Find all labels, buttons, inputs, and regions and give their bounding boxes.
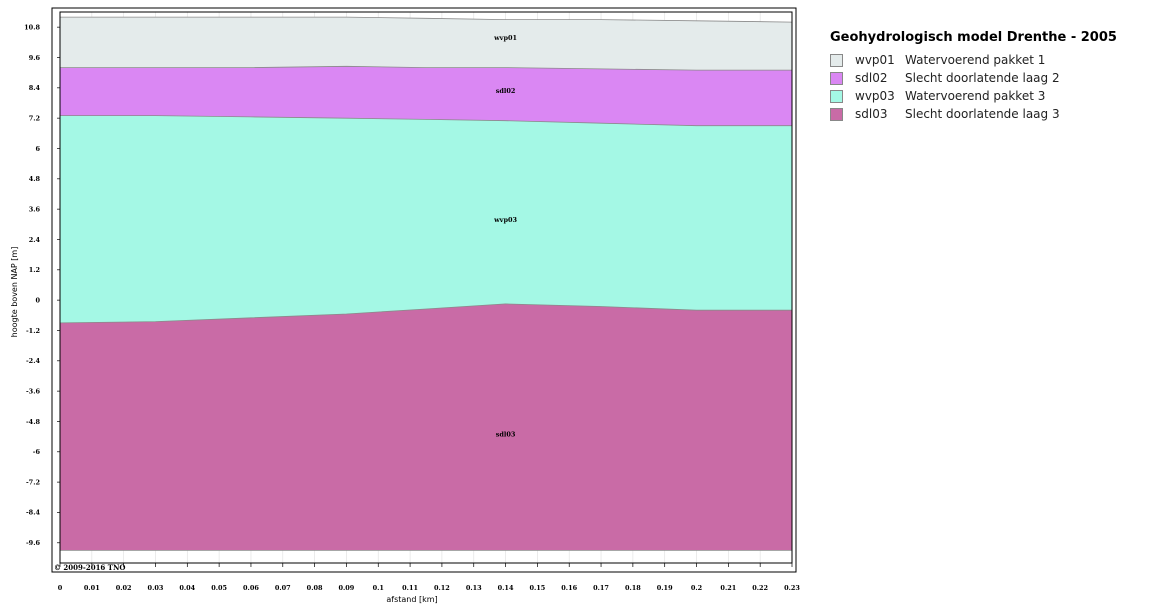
layer-label-wvp03: wvp03 [493, 216, 517, 224]
layer-label-sdl02: sdl02 [496, 87, 516, 95]
y-tick-label: -7.2 [26, 478, 40, 486]
y-tick-label: 10.8 [24, 23, 40, 31]
layer-areas [60, 17, 792, 551]
x-tick-label: 0.17 [593, 584, 609, 592]
y-tick-label: 8.4 [29, 84, 41, 92]
legend: Geohydrologisch model Drenthe - 2005 wvp… [830, 30, 1117, 123]
x-axis-ticks: 0 0.01 0.02 0.03 0.04 0.05 0.06 0.07 0.08 0.09 0.1… [58, 563, 800, 592]
y-tick-label: 0 [35, 296, 40, 304]
y-tick-label: -6 [33, 448, 41, 456]
x-tick-label: 0.03 [148, 584, 164, 592]
x-tick-label: 0.18 [625, 584, 641, 592]
legend-swatch [830, 53, 843, 67]
x-axis-title: afstand [km] [386, 595, 437, 604]
y-tick-label: -1.2 [26, 327, 40, 335]
legend-code: wvp01 [855, 53, 895, 67]
boundary-line-sdl02_bot [60, 115, 792, 127]
layer-boundaries [59, 16, 793, 551]
boundary-line-wvp01_bot [60, 65, 792, 71]
y-tick-label: -8.4 [26, 509, 40, 517]
legend-code: sdl03 [855, 107, 888, 121]
copyright-text: © 2009-2016 TNO [54, 563, 125, 572]
legend-item-wvp03: wvp03 Watervoerend pakket 3 [830, 87, 1117, 105]
x-tick-label: 0.22 [752, 584, 768, 592]
layer-label-sdl03: sdl03 [496, 431, 516, 439]
x-tick-label: 0.06 [243, 584, 259, 592]
cross-section-chart: wvp01 sdl02 wvp03 sdl03 10.8 9.6 8.4 7.2 6 4.8 3.… [10, 7, 800, 604]
x-tick-label: 0.05 [211, 584, 227, 592]
x-tick-label: 0.08 [307, 584, 323, 592]
x-tick-label: 0.12 [434, 584, 450, 592]
y-axis-title: hoogte boven NAP [m] [10, 247, 19, 338]
y-tick-label: 6 [35, 145, 40, 153]
boundary-line-top [60, 16, 793, 23]
legend-item-sdl02: sdl02 Slecht doorlatende laag 2 [830, 69, 1117, 87]
y-tick-label: 3.6 [29, 205, 41, 213]
x-tick-label: 0.15 [529, 584, 545, 592]
x-tick-label: 0.13 [466, 584, 482, 592]
x-tick-label: 0.21 [720, 584, 736, 592]
legend-item-wvp01: wvp01 Watervoerend pakket 1 [830, 51, 1117, 69]
y-tick-label: -3.6 [26, 387, 40, 395]
boundary-line-wvp03_bot [59, 303, 792, 324]
y-tick-label: -4.8 [26, 418, 40, 426]
layer-label-wvp01: wvp01 [493, 34, 517, 42]
y-tick-label: 4.8 [29, 175, 41, 183]
legend-items: wvp01 Watervoerend pakket 1 sdl02 Slecht do… [830, 51, 1117, 123]
x-tick-label: 0.19 [657, 584, 673, 592]
x-tick-label: 0.23 [784, 584, 800, 592]
legend-swatch [830, 71, 843, 85]
layer-labels: wvp01 sdl02 wvp03 sdl03 [493, 34, 517, 439]
y-tick-label: -9.6 [26, 539, 40, 547]
plot-area-border [59, 11, 793, 564]
x-tick-label: 0.01 [84, 584, 100, 592]
legend-swatch [830, 89, 843, 103]
legend-item-sdl03: sdl03 Slecht doorlatende laag 3 [830, 105, 1117, 123]
layer-area-wvp01 [60, 17, 792, 71]
y-tick-label: -2.4 [26, 357, 40, 365]
layer-area-sdl02 [60, 66, 792, 126]
legend-label: Slecht doorlatende laag 3 [905, 107, 1060, 121]
x-tick-label: 0.04 [179, 584, 195, 592]
legend-label: Slecht doorlatende laag 2 [905, 71, 1060, 85]
x-tick-label: 0.16 [561, 584, 577, 592]
x-tick-label: 0.1 [373, 584, 384, 592]
x-tick-label: 0.11 [402, 584, 418, 592]
x-tick-label: 0.14 [498, 584, 514, 592]
legend-code: wvp03 [855, 89, 895, 103]
x-tick-label: 0.02 [116, 584, 132, 592]
legend-code: sdl02 [855, 71, 888, 85]
legend-swatch [830, 107, 843, 121]
legend-label: Watervoerend pakket 1 [905, 53, 1046, 67]
legend-title: Geohydrologisch model Drenthe - 2005 [830, 30, 1117, 45]
x-tick-label: 0.07 [275, 584, 291, 592]
y-tick-label: 1.2 [29, 266, 40, 274]
y-axis-ticks: 10.8 9.6 8.4 7.2 6 4.8 3.6 2.4 1.2 0 -1.2 -2.4 -3.6 -… [24, 23, 60, 547]
x-tick-label: 0 [58, 584, 63, 592]
y-tick-label: 2.4 [29, 236, 41, 244]
layer-area-sdl03 [60, 303, 792, 551]
y-tick-label: 9.6 [29, 54, 41, 62]
legend-label: Watervoerend pakket 3 [905, 89, 1046, 103]
y-tick-label: 7.2 [29, 114, 40, 122]
layer-area-wvp03 [60, 115, 792, 323]
x-tick-label: 0.09 [339, 584, 355, 592]
x-tick-label: 0.2 [691, 584, 702, 592]
